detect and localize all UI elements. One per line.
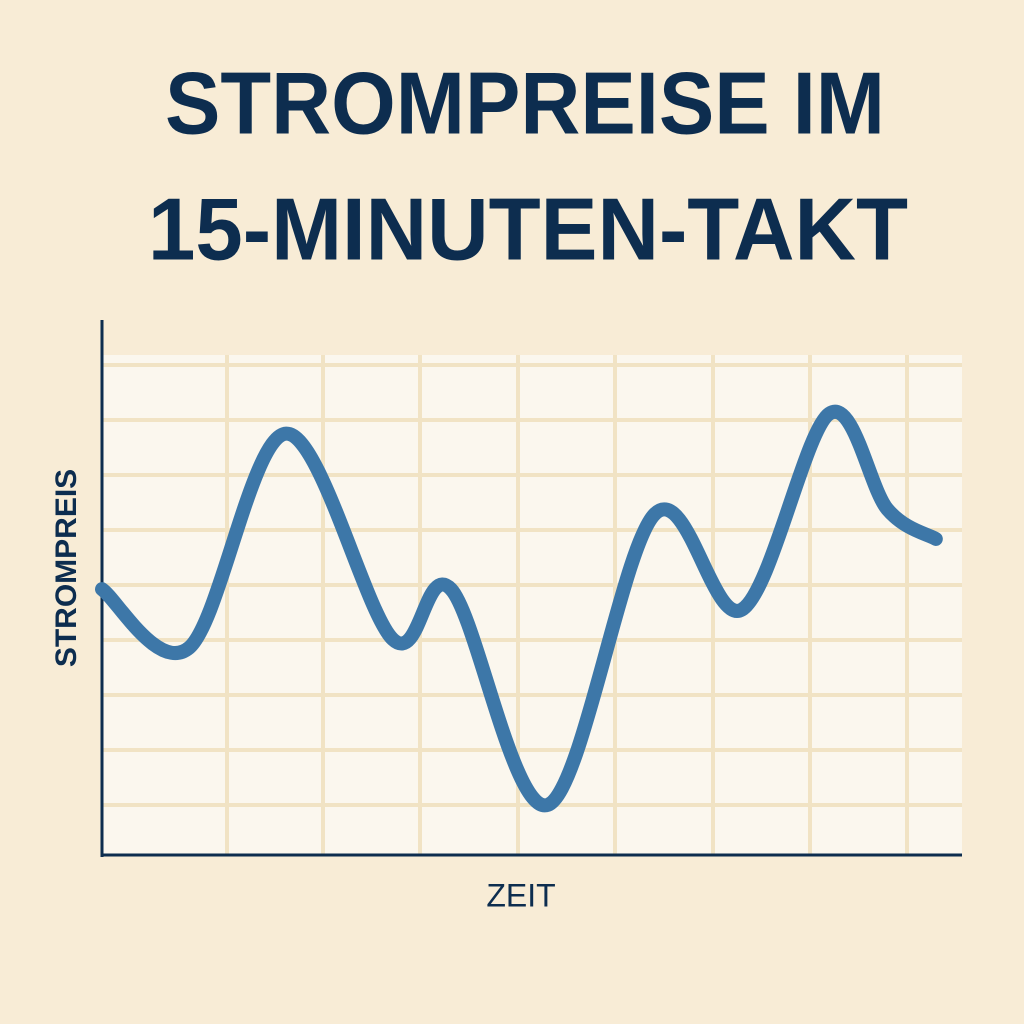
chart-title: 15-MINUTEN-TAKT [148, 179, 908, 278]
x-axis-label: ZEIT [486, 877, 555, 913]
line [95, 404, 943, 812]
plot-area [102, 355, 962, 855]
chart-title: STROMPREISE IM [165, 53, 885, 152]
y-axis-label: STROMPREIS [50, 469, 83, 667]
